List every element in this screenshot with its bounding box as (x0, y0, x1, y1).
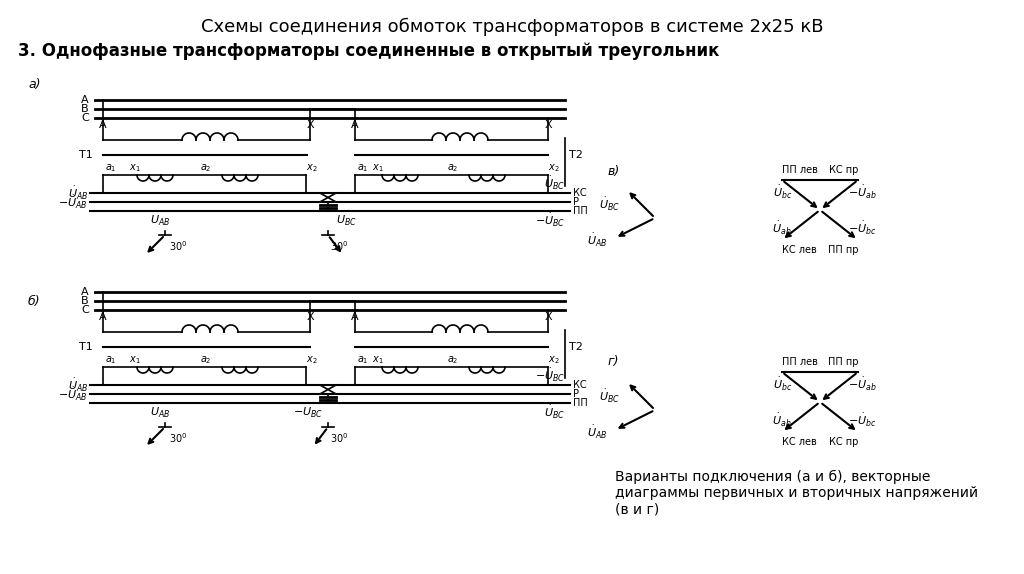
Text: $\dot{U}_{ab}$: $\dot{U}_{ab}$ (772, 219, 792, 236)
Text: B: B (81, 296, 89, 306)
Text: КС: КС (573, 380, 587, 390)
Text: T2: T2 (569, 150, 583, 160)
Text: ПП пр: ПП пр (827, 245, 858, 255)
Text: ПП: ПП (573, 398, 588, 408)
Text: $a_1$: $a_1$ (105, 162, 117, 174)
Text: A: A (81, 95, 89, 105)
Text: X: X (306, 120, 313, 130)
Text: КС лев: КС лев (782, 245, 817, 255)
Text: T2: T2 (569, 342, 583, 352)
Text: г): г) (608, 355, 620, 368)
Text: B: B (81, 104, 89, 114)
Text: X: X (306, 312, 313, 322)
Text: $x_1$: $x_1$ (129, 162, 141, 174)
Text: $a_1$: $a_1$ (105, 354, 117, 366)
Text: $a_2$: $a_2$ (447, 354, 459, 366)
Text: $\dot{U}_{ВС}$: $\dot{U}_{ВС}$ (544, 175, 565, 192)
Text: $-\dot{U}_{АВ}$: $-\dot{U}_{АВ}$ (58, 386, 88, 402)
Text: $a_2$: $a_2$ (200, 354, 212, 366)
Text: КС пр: КС пр (828, 165, 858, 175)
Text: $30^0$: $30^0$ (169, 239, 187, 253)
Text: КС пр: КС пр (828, 437, 858, 447)
Text: $-\dot{U}_{ВС}$: $-\dot{U}_{ВС}$ (293, 403, 324, 420)
Text: A: A (99, 120, 106, 130)
Text: A: A (81, 287, 89, 297)
Text: $\dot{U}_{ВС}$: $\dot{U}_{ВС}$ (336, 211, 357, 228)
Text: $\dot{U}_{АВ}$: $\dot{U}_{АВ}$ (587, 424, 607, 441)
Text: $a_1$: $a_1$ (357, 162, 369, 174)
Text: $\dot{U}_{АВ}$: $\dot{U}_{АВ}$ (587, 231, 607, 249)
Text: ПП: ПП (573, 206, 588, 216)
Text: $x_1$: $x_1$ (372, 162, 384, 174)
Text: Р: Р (573, 197, 579, 207)
Text: $-\dot{U}_{ab}$: $-\dot{U}_{ab}$ (848, 184, 877, 200)
Text: Схемы соединения обмоток трансформаторов в системе 2х25 кВ: Схемы соединения обмоток трансформаторов… (201, 18, 823, 36)
Text: $a_2$: $a_2$ (447, 162, 459, 174)
Text: $x_1$: $x_1$ (372, 354, 384, 366)
Text: $x_2$: $x_2$ (306, 354, 317, 366)
Text: X: X (544, 312, 552, 322)
Text: C: C (81, 305, 89, 315)
Text: $-\dot{U}_{bc}$: $-\dot{U}_{bc}$ (848, 412, 877, 429)
Text: $\dot{U}_{ВС}$: $\dot{U}_{ВС}$ (544, 404, 565, 421)
Text: $-\dot{U}_{bc}$: $-\dot{U}_{bc}$ (848, 219, 877, 236)
Text: в): в) (608, 165, 621, 178)
Text: $x_2$: $x_2$ (548, 162, 559, 174)
Text: X: X (544, 120, 552, 130)
Text: $x_2$: $x_2$ (548, 354, 559, 366)
Text: A: A (351, 120, 358, 130)
Text: 3. Однофазные трансформаторы соединенные в открытый треугольник: 3. Однофазные трансформаторы соединенные… (18, 42, 720, 60)
Text: $30^0$: $30^0$ (330, 431, 348, 445)
Text: $-\dot{U}_{ВС}$: $-\dot{U}_{ВС}$ (535, 212, 565, 229)
Text: $\dot{U}_{ВС}$: $\dot{U}_{ВС}$ (599, 387, 620, 405)
Text: б): б) (28, 295, 41, 308)
Text: A: A (99, 312, 106, 322)
Text: $\dot{U}_{АВ}$: $\dot{U}_{АВ}$ (68, 184, 88, 201)
Text: $\dot{U}_{ВС}$: $\dot{U}_{ВС}$ (599, 196, 620, 212)
Text: $\dot{U}_{ab}$: $\dot{U}_{ab}$ (772, 412, 792, 429)
Text: $x_2$: $x_2$ (306, 162, 317, 174)
Text: КС лев: КС лев (782, 437, 817, 447)
Text: Р: Р (573, 389, 579, 399)
Text: $\dot{U}_{bc}$: $\dot{U}_{bc}$ (773, 375, 792, 393)
Text: $a_1$: $a_1$ (357, 354, 369, 366)
Text: $a_2$: $a_2$ (200, 162, 212, 174)
Text: T1: T1 (79, 150, 93, 160)
Text: $30^0$: $30^0$ (169, 431, 187, 445)
Text: $-\dot{U}_{ab}$: $-\dot{U}_{ab}$ (848, 375, 877, 393)
Text: Варианты подключения (а и б), векторные
диаграммы первичных и вторичных напряжен: Варианты подключения (а и б), векторные … (615, 470, 978, 517)
Text: $\dot{U}_{АВ}$: $\dot{U}_{АВ}$ (150, 211, 170, 228)
Text: $\dot{U}_{АВ}$: $\dot{U}_{АВ}$ (68, 377, 88, 394)
Text: КС: КС (573, 188, 587, 198)
Text: $-\dot{U}_{ВС}$: $-\dot{U}_{ВС}$ (535, 367, 565, 384)
Text: A: A (351, 312, 358, 322)
Text: $\dot{U}_{АВ}$: $\dot{U}_{АВ}$ (150, 403, 170, 420)
Text: C: C (81, 113, 89, 123)
Text: T1: T1 (79, 342, 93, 352)
Text: $-\dot{U}_{АВ}$: $-\dot{U}_{АВ}$ (58, 193, 88, 211)
Text: ПП пр: ПП пр (827, 357, 858, 367)
Text: а): а) (28, 78, 41, 91)
Text: $30^0$: $30^0$ (330, 239, 348, 253)
Text: $\dot{U}_{bc}$: $\dot{U}_{bc}$ (773, 184, 792, 200)
Text: $x_1$: $x_1$ (129, 354, 141, 366)
Text: ПП лев: ПП лев (782, 165, 818, 175)
Text: ПП лев: ПП лев (782, 357, 818, 367)
